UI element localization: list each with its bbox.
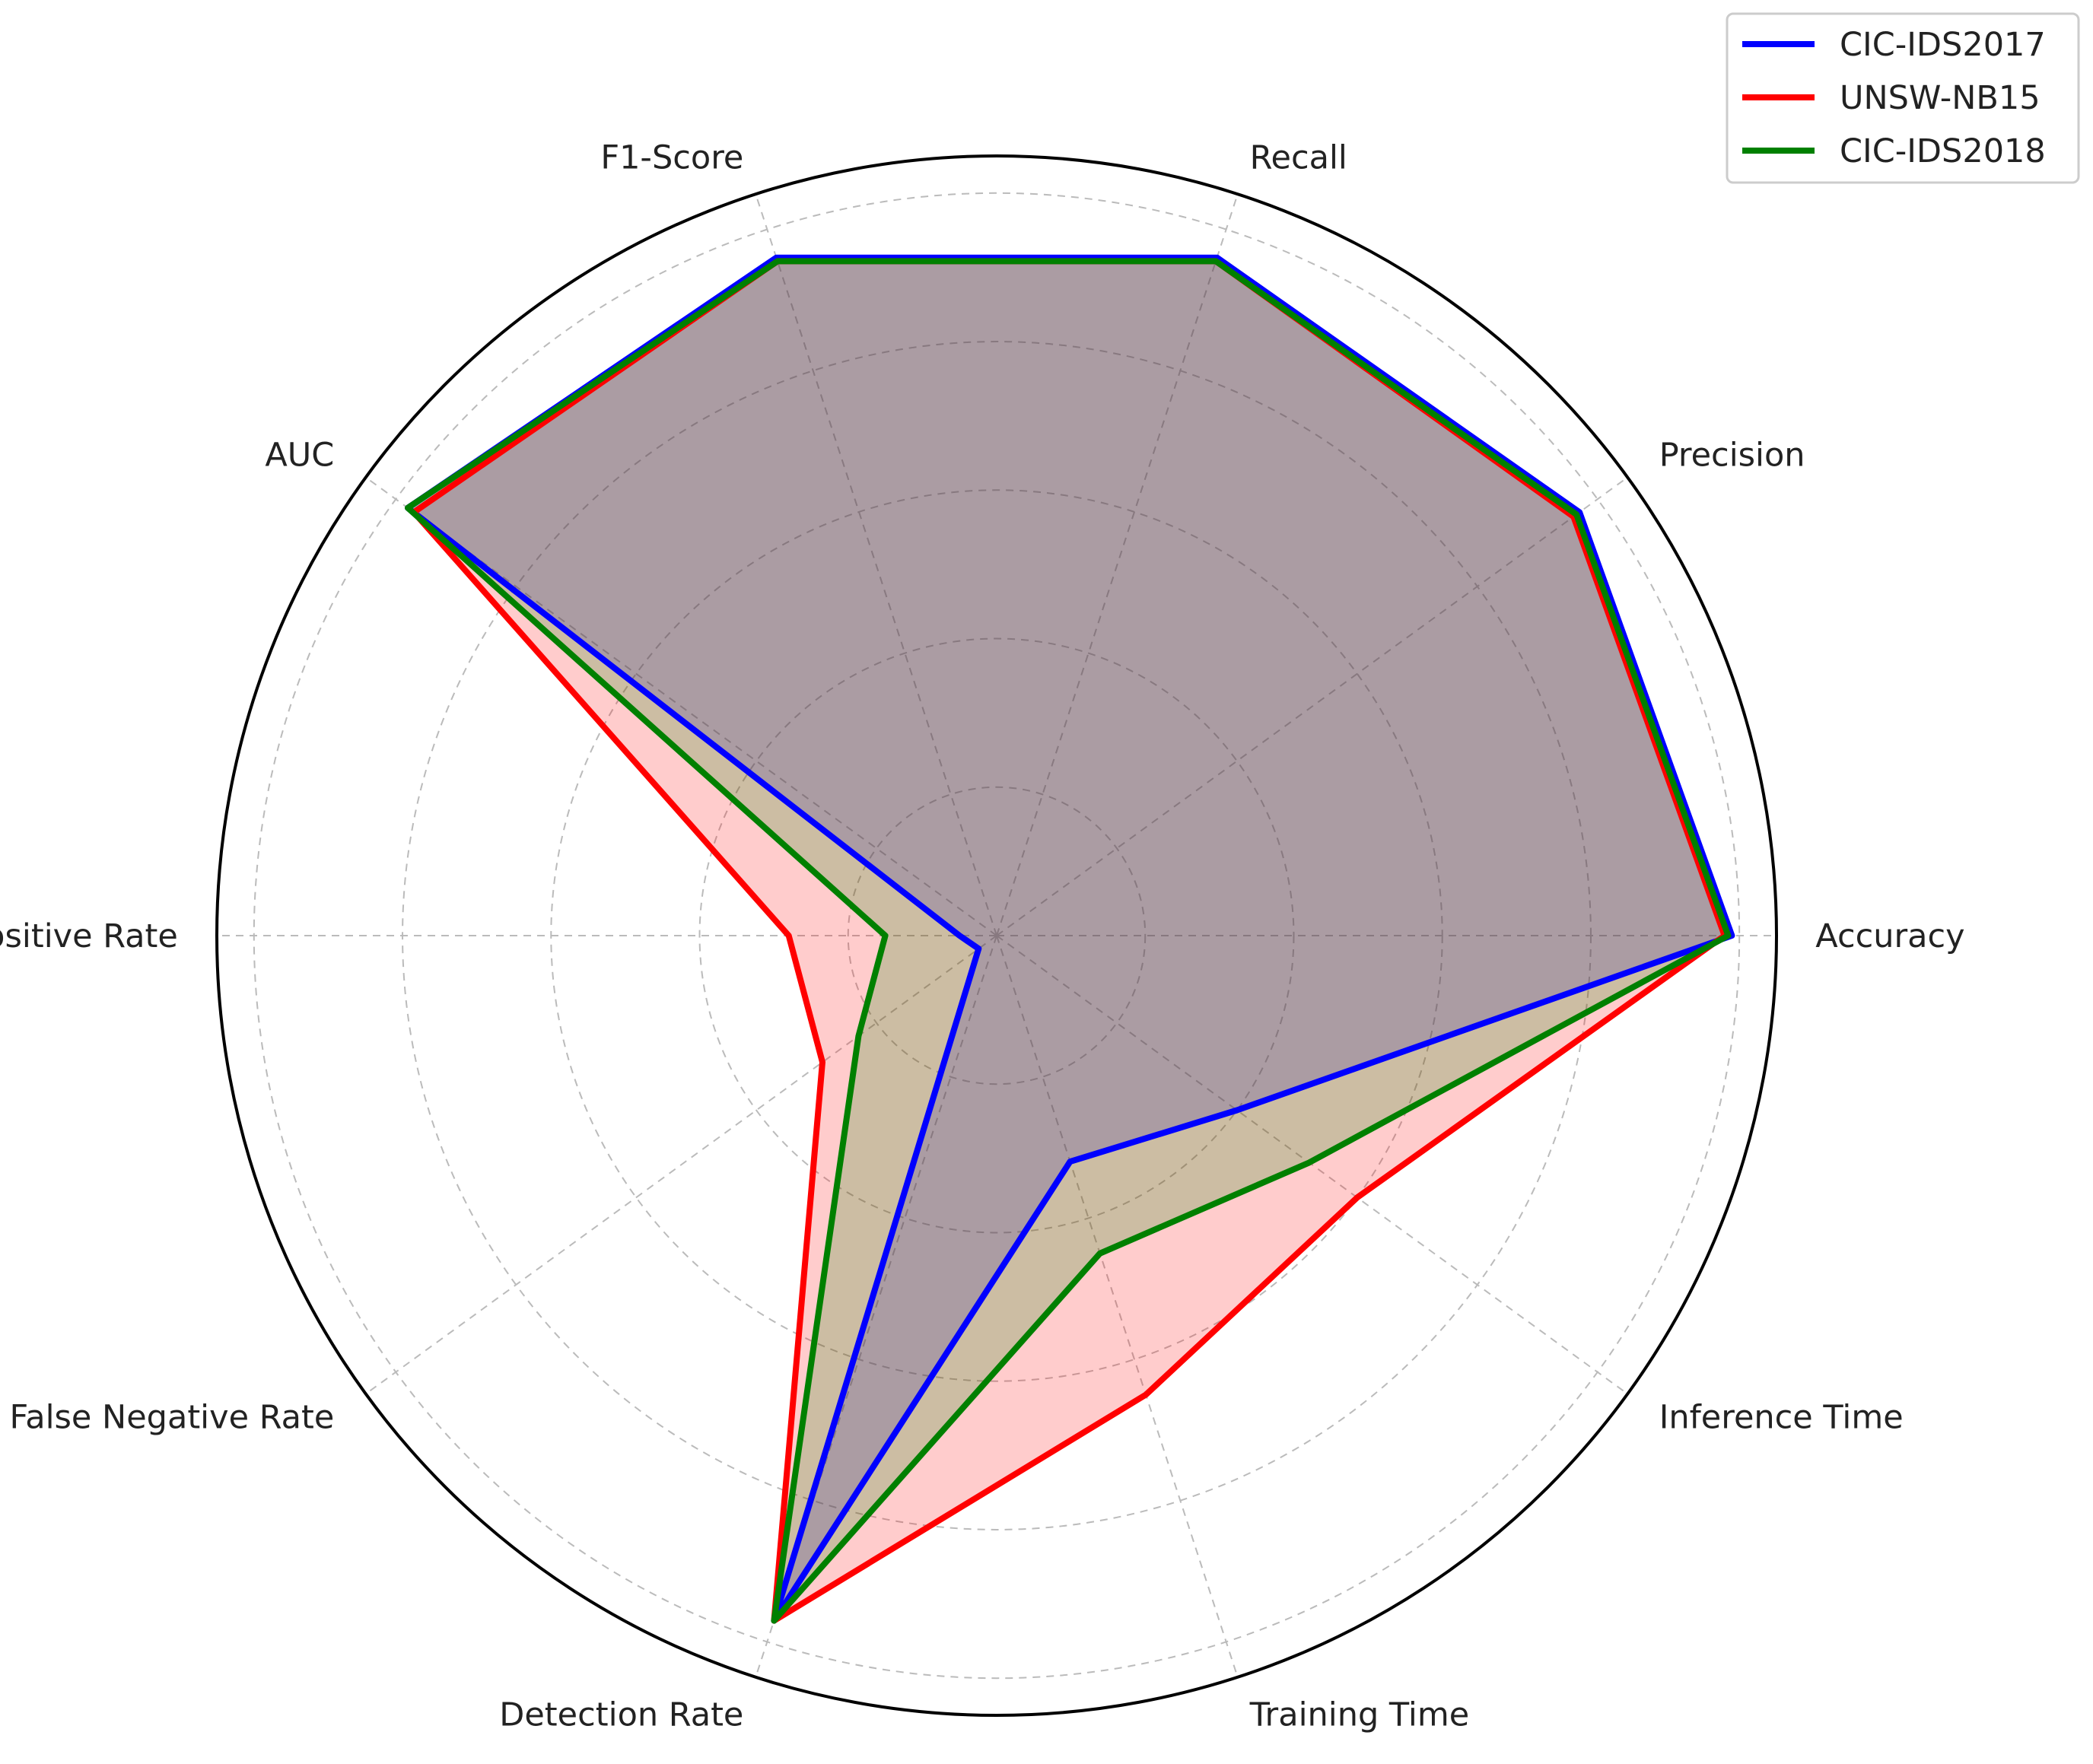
- grid-ring-1: [847, 786, 1147, 1085]
- grid-ring-2: [698, 637, 1295, 1234]
- legend-label-cic-ids2018: CIC-IDS2018: [1840, 132, 2046, 170]
- series-fills: [408, 257, 1732, 1621]
- legend-label-cic-ids2017: CIC-IDS2017: [1840, 26, 2046, 64]
- series-fill-cic-ids2018: [408, 261, 1729, 1621]
- series-line-cic-ids2018: [405, 258, 1732, 1624]
- legend-box: [1726, 12, 2080, 184]
- axis-label-detection-rate: Detection Rate: [499, 1696, 743, 1734]
- axis-label-recall: Recall: [1250, 138, 1347, 176]
- series-lines: [405, 254, 1735, 1624]
- grid-spoke-training-time: [996, 935, 1239, 1678]
- axis-label-false-negative-rate: False Negative Rate: [9, 1399, 334, 1437]
- series-fill-cic-ids2017: [408, 257, 1732, 1621]
- radar-outer-frame: [215, 154, 1778, 1717]
- axis-label-auc: AUC: [265, 436, 334, 474]
- axis-label-f1-score: F1-Score: [600, 138, 743, 176]
- grid-spoke-f1-score: [755, 193, 997, 936]
- series-line-cic-ids2017: [405, 254, 1735, 1624]
- grid-spoke-inference-time: [996, 935, 1628, 1395]
- axis-labels: Accuracy Precision Recall F1-Score AUC False …: [0, 138, 1965, 1734]
- radar-grid: [217, 192, 1777, 1680]
- series-fill-unsw-nb15: [413, 261, 1725, 1621]
- axis-label-inference-time: Inference Time: [1659, 1399, 1904, 1437]
- grid-spoke-precision: [996, 476, 1628, 936]
- legend-label-unsw-nb15: UNSW-NB15: [1840, 79, 2041, 117]
- axis-label-false-positive-rate: False Positive Rate: [0, 917, 178, 955]
- grid-spoke-false-negative-rate: [365, 935, 997, 1395]
- axis-label-accuracy: Accuracy: [1815, 917, 1964, 955]
- legend: CIC-IDS2017 UNSW-NB15 CIC-IDS2018: [1726, 12, 2080, 184]
- axis-label-training-time: Training Time: [1249, 1696, 1470, 1734]
- grid-spoke-recall: [996, 193, 1239, 936]
- axis-label-precision: Precision: [1659, 436, 1805, 474]
